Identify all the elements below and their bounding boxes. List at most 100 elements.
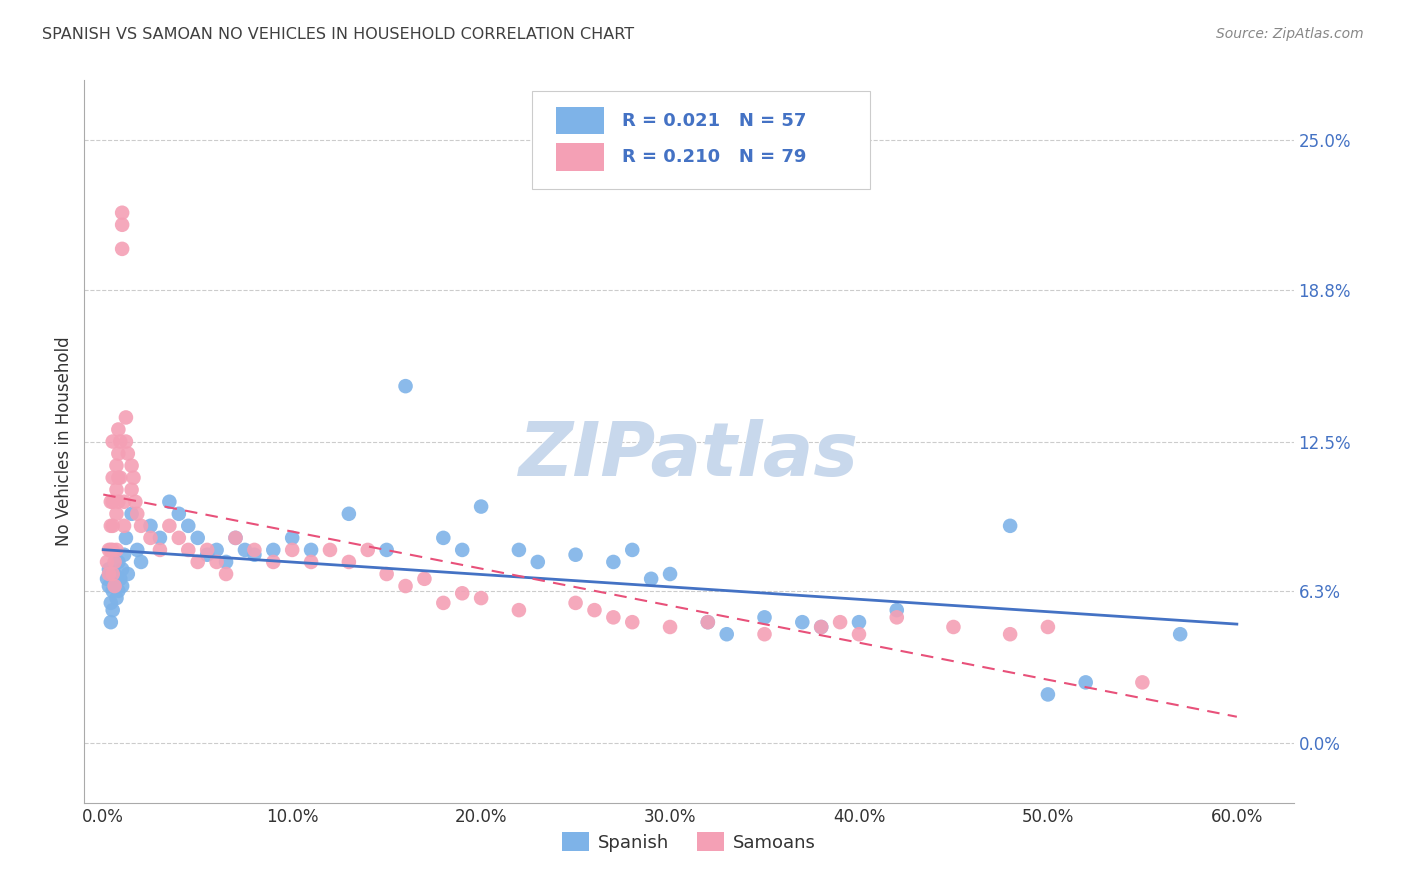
Point xyxy=(205,555,228,569)
Point xyxy=(187,555,209,569)
Point xyxy=(640,572,662,586)
Point xyxy=(470,500,492,514)
Point xyxy=(105,591,128,606)
Point xyxy=(100,542,122,557)
Point xyxy=(101,519,124,533)
Point xyxy=(112,494,135,508)
Point xyxy=(117,446,139,460)
Point xyxy=(225,531,247,545)
Point xyxy=(177,519,200,533)
Point xyxy=(167,531,190,545)
Point xyxy=(696,615,718,630)
Point xyxy=(508,542,530,557)
Point xyxy=(659,620,682,634)
Text: Source: ZipAtlas.com: Source: ZipAtlas.com xyxy=(1216,27,1364,41)
Point xyxy=(621,542,644,557)
Point xyxy=(117,567,139,582)
Point xyxy=(337,555,360,569)
Text: ZIPatlas: ZIPatlas xyxy=(519,419,859,492)
Point xyxy=(100,596,122,610)
Point xyxy=(115,531,138,545)
Point xyxy=(121,458,143,473)
Point xyxy=(195,548,218,562)
Point xyxy=(1036,620,1059,634)
Point xyxy=(107,471,129,485)
Point xyxy=(167,507,190,521)
Point xyxy=(112,519,135,533)
Text: R = 0.021   N = 57: R = 0.021 N = 57 xyxy=(623,112,807,129)
Point xyxy=(451,586,474,600)
Point xyxy=(112,548,135,562)
Point xyxy=(104,555,127,569)
Point xyxy=(122,471,145,485)
Point xyxy=(886,610,908,624)
Point xyxy=(262,555,284,569)
Point xyxy=(754,627,776,641)
Point xyxy=(105,458,128,473)
Point xyxy=(115,434,138,449)
Point xyxy=(105,572,128,586)
Point xyxy=(602,610,624,624)
Point xyxy=(139,519,162,533)
Point xyxy=(129,555,152,569)
Point xyxy=(107,423,129,437)
Point xyxy=(1074,675,1097,690)
Point xyxy=(1132,675,1154,690)
Point xyxy=(1036,687,1059,701)
Point xyxy=(115,410,138,425)
Text: R = 0.210   N = 79: R = 0.210 N = 79 xyxy=(623,148,807,166)
Point xyxy=(177,542,200,557)
Point xyxy=(121,483,143,497)
Point xyxy=(602,555,624,569)
Point xyxy=(394,579,416,593)
Point xyxy=(105,507,128,521)
Point xyxy=(101,494,124,508)
Point xyxy=(527,555,550,569)
Point xyxy=(104,579,127,593)
Point xyxy=(107,446,129,460)
Point xyxy=(139,531,162,545)
Point xyxy=(149,531,172,545)
Point xyxy=(187,531,209,545)
Point xyxy=(886,603,908,617)
Point xyxy=(451,542,474,557)
Point xyxy=(101,434,124,449)
Point xyxy=(357,542,380,557)
Point xyxy=(375,567,398,582)
Point xyxy=(243,548,266,562)
Point xyxy=(281,531,304,545)
Point xyxy=(101,567,124,582)
Point xyxy=(97,567,120,582)
Point xyxy=(319,542,342,557)
Point xyxy=(215,555,238,569)
Point xyxy=(299,555,322,569)
Text: SPANISH VS SAMOAN NO VEHICLES IN HOUSEHOLD CORRELATION CHART: SPANISH VS SAMOAN NO VEHICLES IN HOUSEHO… xyxy=(42,27,634,42)
Point xyxy=(101,471,124,485)
FancyBboxPatch shape xyxy=(555,107,605,135)
Point xyxy=(810,620,832,634)
Point xyxy=(100,519,122,533)
Point xyxy=(101,583,124,598)
Point xyxy=(998,627,1021,641)
Point xyxy=(432,596,454,610)
Point xyxy=(100,615,122,630)
Point xyxy=(104,567,127,582)
Point xyxy=(792,615,814,630)
FancyBboxPatch shape xyxy=(555,143,605,170)
Point xyxy=(394,379,416,393)
Point xyxy=(215,567,238,582)
Point xyxy=(105,483,128,497)
Point xyxy=(105,542,128,557)
Point xyxy=(111,579,134,593)
Point xyxy=(564,596,586,610)
Point xyxy=(810,620,832,634)
Point xyxy=(129,519,152,533)
Point xyxy=(659,567,682,582)
Point xyxy=(149,542,172,557)
Point xyxy=(205,542,228,557)
Point xyxy=(830,615,852,630)
Point xyxy=(337,507,360,521)
Point xyxy=(100,494,122,508)
Y-axis label: No Vehicles in Household: No Vehicles in Household xyxy=(55,336,73,547)
Point xyxy=(97,542,120,557)
